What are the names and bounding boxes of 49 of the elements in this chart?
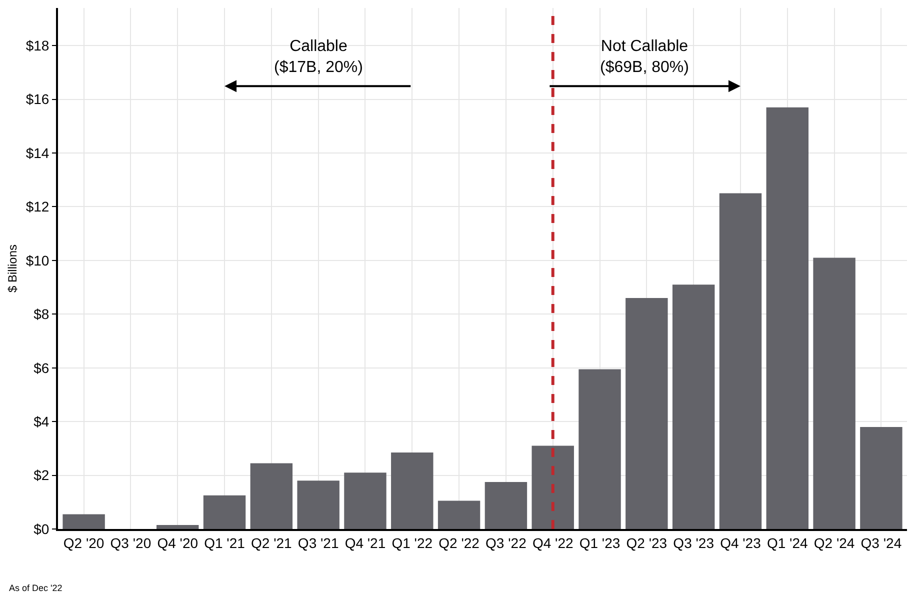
bar xyxy=(391,452,434,529)
x-tick-label: Q2 '20 xyxy=(63,534,104,551)
bar xyxy=(62,514,105,529)
x-tick-label: Q2 '23 xyxy=(626,534,668,551)
bar xyxy=(626,298,668,529)
x-tick-label: Q3 '22 xyxy=(486,534,527,551)
bar xyxy=(719,193,762,529)
bar xyxy=(297,480,340,529)
bar xyxy=(766,107,808,529)
x-tick-label: Q3 '21 xyxy=(298,534,339,551)
x-tick-label: Q4 '20 xyxy=(157,534,198,551)
x-tick-label: Q2 '22 xyxy=(438,534,480,551)
y-tick-label: $4 xyxy=(34,413,50,430)
y-tick-label: $14 xyxy=(26,144,50,161)
x-tick-label: Q3 '20 xyxy=(110,534,152,551)
annotation: Not Callable ($69B, 80%) xyxy=(600,38,689,76)
bar xyxy=(203,495,246,529)
y-tick-label: $8 xyxy=(34,306,50,322)
bar xyxy=(578,369,621,529)
y-tick-label: $0 xyxy=(34,520,50,537)
bar xyxy=(813,258,856,529)
x-tick-label: Q3 '23 xyxy=(673,534,714,551)
x-tick-label: Q2 '21 xyxy=(251,534,292,551)
y-axis-title: $ Billions xyxy=(6,244,20,293)
x-tick-label: Q4 '23 xyxy=(720,534,762,551)
x-tick-label: Q4 '21 xyxy=(344,534,386,551)
annotation: Callable ($17B, 20%) xyxy=(274,38,363,76)
bar xyxy=(156,524,199,529)
y-tick-label: $18 xyxy=(26,38,50,54)
y-tick-label: $10 xyxy=(26,252,50,268)
y-tick-label: $2 xyxy=(34,467,50,484)
bar xyxy=(438,500,480,529)
bar xyxy=(860,426,902,529)
x-tick-label: Q1 '24 xyxy=(766,534,808,551)
x-tick-label: Q3 '24 xyxy=(860,534,902,551)
y-tick-label: $16 xyxy=(26,91,50,108)
bar xyxy=(532,446,574,529)
bar xyxy=(250,463,293,529)
bar xyxy=(344,472,386,529)
x-tick-label: Q1 '21 xyxy=(204,534,246,551)
x-tick-label: Q2 '24 xyxy=(814,534,855,551)
bar xyxy=(672,284,715,529)
bar xyxy=(484,482,528,529)
y-tick-label: $6 xyxy=(34,360,50,376)
text: As of Dec '22 xyxy=(9,583,62,593)
x-tick-label: Q1 '22 xyxy=(392,534,433,551)
y-tick-label: $12 xyxy=(26,198,50,215)
x-tick-label: Q4 '22 xyxy=(532,534,574,551)
x-tick-label: Q1 '23 xyxy=(579,534,620,551)
